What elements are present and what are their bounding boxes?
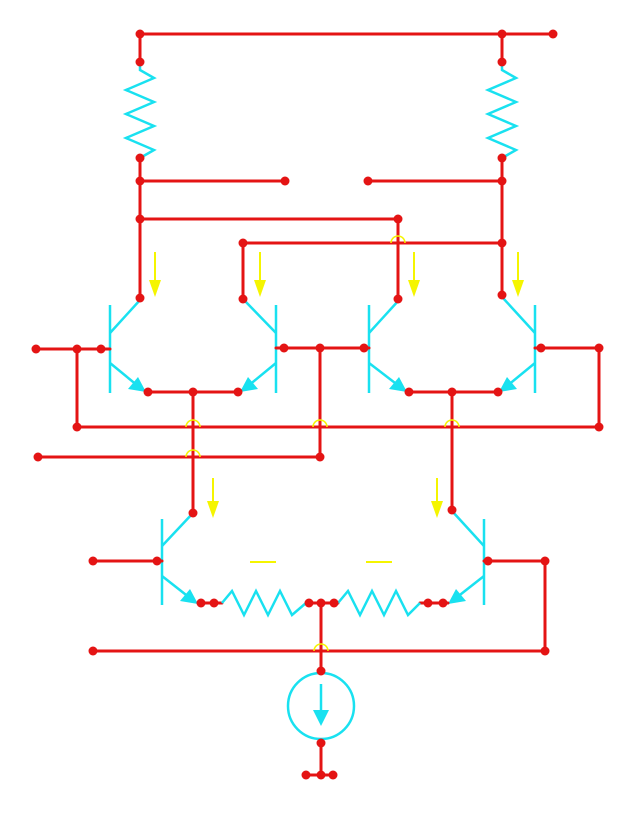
node-dot [359, 343, 369, 353]
node-dot [423, 598, 433, 608]
crossing-hop [185, 419, 201, 428]
node-dot [536, 343, 546, 353]
crossing-hop [390, 235, 406, 244]
node-dot [233, 387, 243, 397]
node-dot [304, 598, 314, 608]
wire-cross-a [138, 217, 400, 301]
node-dot [33, 452, 43, 462]
node-dot [363, 176, 373, 186]
wires [34, 32, 601, 777]
node-dot [135, 293, 145, 303]
current-arrow [254, 252, 266, 297]
node-dot [316, 738, 326, 748]
node-dot [135, 153, 145, 163]
transistor-q1 [99, 299, 146, 393]
node-dot [88, 646, 98, 656]
transistors [99, 297, 543, 605]
crossing-hop [313, 643, 329, 652]
node-dot [196, 598, 206, 608]
current-arrow [431, 478, 443, 518]
node-dot [135, 214, 145, 224]
emitter-arrow [389, 377, 407, 392]
resistors [122, 62, 520, 618]
node-dot [88, 556, 98, 566]
transistor-q3 [362, 299, 407, 393]
node-dot [152, 556, 162, 566]
node-dot [301, 770, 311, 780]
wire-crossings [185, 235, 460, 652]
tail-current-source [286, 671, 356, 741]
node-dot [280, 176, 290, 186]
node-dot [447, 505, 457, 515]
emitter-arrow [128, 377, 146, 392]
node-dot [404, 387, 414, 397]
node-dot [135, 29, 145, 39]
current-direction-arrow [313, 710, 329, 726]
emitter-arrow [240, 377, 258, 392]
node-dot [497, 57, 507, 67]
node-dot [143, 387, 153, 397]
node-dot [31, 344, 41, 354]
current-arrow [512, 252, 524, 297]
node-dot [483, 556, 493, 566]
node-dot [238, 294, 248, 304]
node-dot [238, 238, 248, 248]
emitter-arrow [499, 377, 517, 392]
node-dot [497, 238, 507, 248]
node-dot [188, 508, 198, 518]
load-resistor-left [122, 62, 158, 160]
wire-cross-b [241, 241, 504, 301]
node-dot [438, 598, 448, 608]
node-dot [328, 770, 338, 780]
crossing-hop [185, 449, 201, 458]
node-dot [548, 29, 558, 39]
transistor-q2 [240, 299, 286, 393]
node-dot [540, 556, 550, 566]
node-dot [594, 343, 604, 353]
emitter-resistor-left [221, 588, 307, 618]
node-dot [316, 598, 326, 608]
node-dot [393, 214, 403, 224]
node-dot [209, 598, 219, 608]
node-dot [188, 387, 198, 397]
transistor-q4 [499, 297, 543, 393]
node-dot [315, 452, 325, 462]
emitter-resistor-right [337, 588, 421, 618]
node-dot [135, 176, 145, 186]
node-dot [497, 176, 507, 186]
emitter-arrow [180, 589, 198, 604]
transistor-q5 [155, 512, 203, 605]
node-dot [279, 343, 289, 353]
node-dot [316, 770, 326, 780]
node-dot [96, 344, 106, 354]
wire-lo-left-link [75, 346, 601, 429]
node-dot [497, 153, 507, 163]
crossing-hop [444, 419, 460, 428]
current-arrow [149, 252, 161, 297]
nodes [31, 29, 604, 780]
load-resistor-right [484, 62, 520, 160]
node-dot [447, 387, 457, 397]
current-arrow [207, 478, 219, 518]
node-dot [72, 422, 82, 432]
node-dot [72, 344, 82, 354]
node-dot [393, 294, 403, 304]
node-dot [329, 598, 339, 608]
current-arrows [149, 252, 524, 563]
node-dot [497, 290, 507, 300]
node-dot [493, 387, 503, 397]
current-arrow [408, 252, 420, 297]
wire-lo-mid-down [36, 346, 322, 459]
crossing-hop [312, 419, 328, 428]
wire-rf-right [91, 559, 547, 653]
node-dot [497, 29, 507, 39]
node-dot [540, 646, 550, 656]
node-dot [594, 422, 604, 432]
node-dot [135, 57, 145, 67]
transistor-q6 [441, 510, 490, 605]
emitter-arrow [448, 589, 466, 604]
node-dot [316, 666, 326, 676]
node-dot [315, 343, 325, 353]
